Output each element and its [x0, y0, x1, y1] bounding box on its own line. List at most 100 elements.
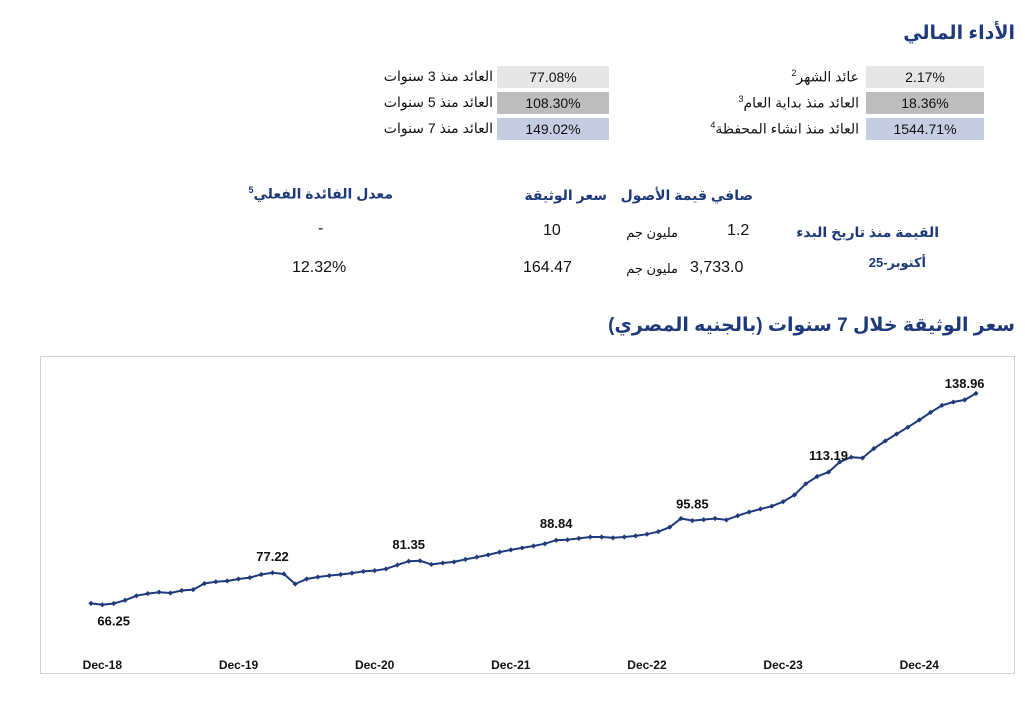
data-point [825, 469, 832, 475]
inception-nav-unit: مليون جم [626, 225, 678, 240]
data-point [689, 518, 695, 524]
inception-row-label: القيمة منذ تاريخ البدء [796, 224, 939, 240]
data-label: 88.84 [540, 516, 573, 531]
data-point [269, 570, 276, 576]
data-point [791, 492, 798, 498]
data-point [338, 571, 344, 578]
data-point [746, 509, 752, 515]
current-rate: 12.32% [292, 259, 347, 276]
return-3y-value: 77.08% [497, 66, 609, 88]
current-nav: 3,733.0 [690, 259, 744, 276]
data-point [564, 537, 571, 543]
monthly-return-value: 2.17% [866, 66, 984, 88]
x-tick-label: Dec-22 [627, 658, 667, 672]
data-point [99, 602, 105, 608]
current-row-label: أكتوبر-25 [868, 255, 926, 270]
data-point [803, 481, 809, 487]
data-point [508, 547, 514, 553]
data-label: 66.25 [97, 614, 130, 629]
data-label: 138.96 [945, 376, 985, 391]
data-point [315, 574, 321, 580]
data-point [292, 581, 298, 587]
data-point [621, 534, 627, 540]
data-point [428, 561, 434, 568]
return-7y-label: العائد منذ 7 سنوات [383, 120, 493, 136]
x-tick-label: Dec-18 [83, 658, 123, 672]
performance-title: الأداء المالي [903, 23, 1015, 44]
data-point [576, 535, 582, 541]
data-point [145, 590, 151, 597]
data-point [133, 593, 139, 599]
return-7y-value: 149.02% [497, 118, 609, 140]
data-point [88, 600, 94, 606]
data-point [349, 570, 355, 576]
data-point [587, 534, 593, 540]
data-point [950, 399, 956, 405]
data-point [769, 503, 775, 509]
data-point [474, 554, 480, 560]
inception-nav: 1.2 [727, 222, 750, 239]
data-point [633, 533, 639, 539]
price-line-chart: 66.25 77.22 81.35 88.84 95.85 113.19 138.96 Dec… [83, 376, 985, 672]
data-point [326, 573, 332, 579]
data-point [644, 531, 650, 537]
data-point [655, 529, 661, 535]
data-point [440, 560, 446, 566]
inception-rate: - [318, 220, 324, 237]
data-point [247, 575, 253, 581]
data-point [179, 587, 185, 594]
data-point [156, 589, 162, 595]
data-point [190, 587, 196, 593]
price-series-line [90, 392, 977, 606]
inception-return-label: العائد منذ انشاء المحفظة4 [710, 120, 859, 137]
data-point [496, 549, 503, 555]
data-label: 77.22 [256, 549, 289, 564]
data-point [905, 424, 911, 430]
x-tick-label: Dec-20 [355, 658, 395, 672]
data-label: 95.85 [676, 497, 709, 512]
data-point [519, 545, 525, 551]
data-label: 113.19 [809, 448, 848, 463]
x-tick-label: Dec-23 [763, 658, 803, 672]
data-point [542, 541, 548, 547]
data-point [610, 535, 616, 541]
x-tick-label: Dec-24 [900, 658, 940, 672]
data-point [485, 552, 491, 558]
x-tick-label: Dec-21 [491, 658, 531, 672]
data-point [735, 513, 741, 519]
data-point [701, 517, 707, 523]
inception-price: 10 [543, 222, 561, 239]
x-tick-label: Dec-19 [219, 658, 259, 672]
ytd-return-label: العائد منذ بداية العام3 [738, 94, 859, 111]
return-5y-label: العائد منذ 5 سنوات [383, 94, 493, 110]
nav-header: صافي قيمة الأصول [620, 187, 753, 203]
data-point [383, 566, 389, 572]
data-point [451, 559, 457, 565]
data-point [167, 590, 174, 596]
data-point [111, 600, 117, 607]
chart-container: 66.25 77.22 81.35 88.84 95.85 113.19 138.96 Dec… [40, 356, 1015, 674]
data-point [235, 576, 242, 582]
current-nav-unit: مليون جم [626, 261, 678, 276]
data-point [122, 597, 128, 603]
ytd-return-value: 18.36% [866, 92, 984, 114]
data-point [553, 537, 559, 543]
data-point [417, 558, 423, 564]
chart-section-title: سعر الوثيقة خلال 7 سنوات (بالجنيه المصري… [608, 315, 1015, 336]
data-label: 81.35 [392, 537, 425, 552]
data-point [757, 506, 764, 512]
data-point [394, 562, 400, 568]
data-point [667, 524, 673, 530]
data-point [462, 556, 469, 562]
current-price: 164.47 [523, 259, 572, 276]
data-point [530, 543, 537, 549]
data-point [406, 558, 412, 564]
data-point [723, 517, 729, 523]
data-point [213, 579, 219, 585]
inception-return-value: 1544.71% [866, 118, 984, 140]
data-point [372, 568, 378, 574]
data-point [258, 571, 264, 578]
data-point [224, 578, 230, 584]
return-3y-label: العائد منذ 3 سنوات [383, 68, 493, 84]
data-point [360, 568, 366, 575]
